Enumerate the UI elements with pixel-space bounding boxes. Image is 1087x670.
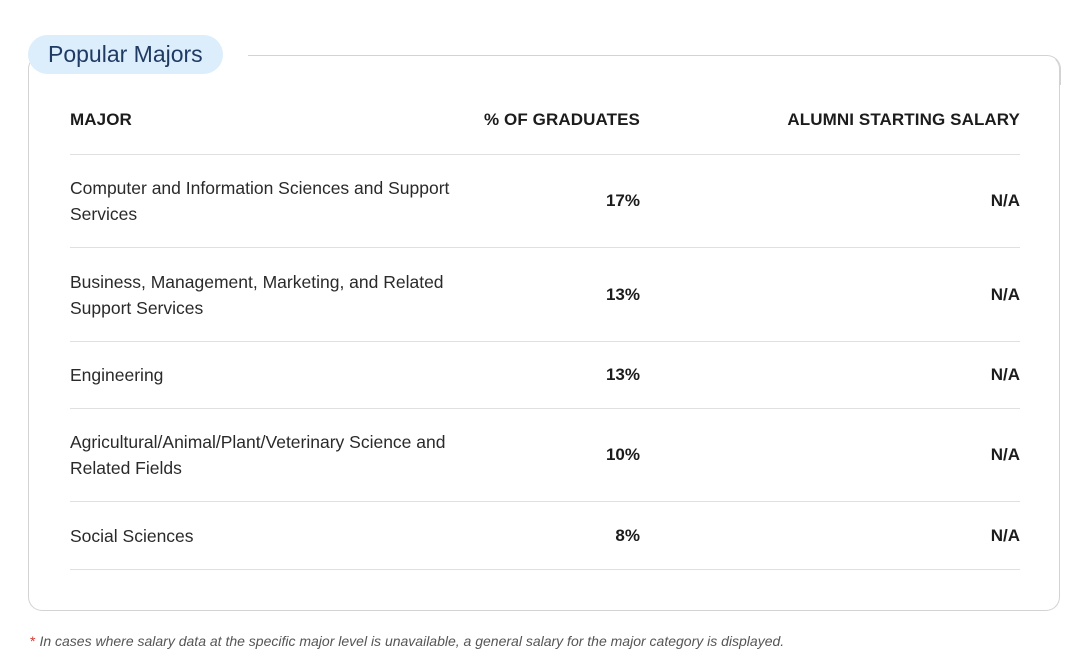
major-pct: 17%	[605, 191, 640, 210]
major-salary: N/A	[990, 365, 1020, 384]
major-salary: N/A	[990, 525, 1020, 545]
title-divider-line	[248, 55, 1031, 56]
table-row: Agricultural/Animal/Plant/Veterinary Sci…	[70, 409, 1020, 502]
major-salary: N/A	[990, 445, 1020, 464]
header-pct-graduates: % OF GRADUATES	[484, 110, 640, 129]
major-pct: 10%	[605, 445, 640, 464]
major-pct: 8%	[615, 525, 640, 545]
salary-footnote: * In cases where salary data at the speci…	[30, 633, 784, 649]
section-title: Popular Majors	[28, 35, 223, 74]
major-name: Computer and Information Sciences and Su…	[70, 178, 450, 224]
major-name: Business, Management, Marketing, and Rel…	[70, 271, 444, 318]
table-row: Social Sciences 8% N/A	[70, 502, 1020, 570]
major-pct: 13%	[605, 365, 640, 384]
card-corner	[1030, 54, 1061, 85]
major-name: Social Sciences	[70, 525, 194, 546]
major-pct: 13%	[605, 284, 640, 304]
majors-table: MAJOR % OF GRADUATES ALUMNI STARTING SAL…	[70, 86, 1020, 570]
major-name: Engineering	[70, 365, 164, 385]
major-name: Agricultural/Animal/Plant/Veterinary Sci…	[70, 432, 446, 478]
table-row: Computer and Information Sciences and Su…	[70, 155, 1020, 248]
header-major: MAJOR	[70, 110, 132, 129]
table-header-row: MAJOR % OF GRADUATES ALUMNI STARTING SAL…	[70, 86, 1020, 155]
major-salary: N/A	[990, 191, 1020, 210]
table-row: Engineering 13% N/A	[70, 342, 1020, 409]
header-starting-salary: ALUMNI STARTING SALARY	[787, 110, 1020, 129]
major-salary: N/A	[990, 284, 1020, 304]
footnote-text: In cases where salary data at the specif…	[39, 633, 785, 649]
majors-card	[28, 54, 1061, 611]
footnote-asterisk: *	[30, 633, 36, 649]
table-row: Business, Management, Marketing, and Rel…	[70, 248, 1020, 342]
